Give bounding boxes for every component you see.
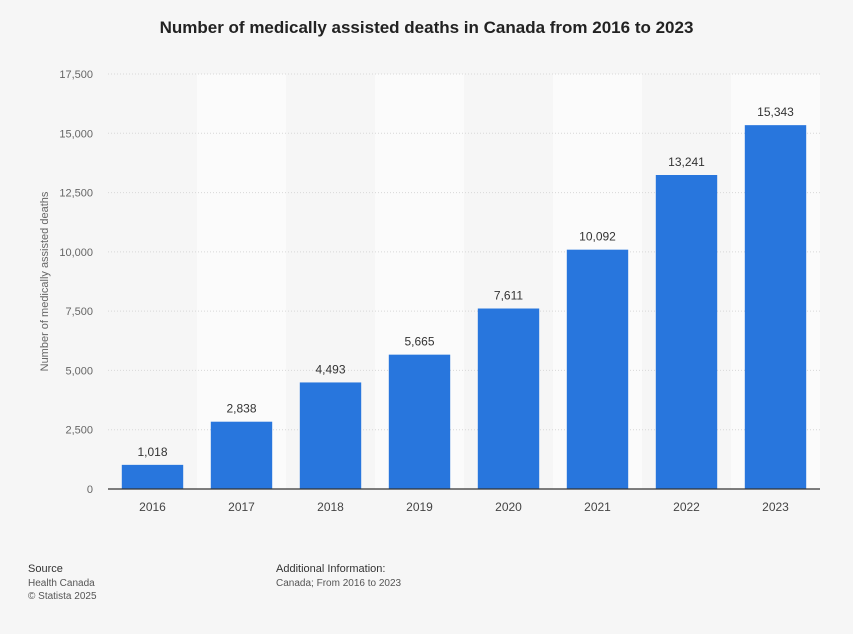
y-tick-label: 7,500 [65, 306, 93, 318]
bar [655, 174, 718, 489]
y-tick-label: 5,000 [65, 365, 93, 377]
bar [210, 421, 273, 489]
data-label: 2,838 [226, 402, 256, 416]
data-label: 13,241 [668, 155, 705, 169]
copyright: © Statista 2025 [28, 591, 97, 602]
data-label: 1,018 [137, 445, 167, 459]
y-tick-label: 2,500 [65, 425, 93, 437]
y-tick-label: 10,000 [59, 247, 93, 259]
source-block: Source Health Canada © Statista 2025 [28, 563, 97, 603]
data-label: 4,493 [315, 362, 345, 376]
y-tick-label: 0 [87, 484, 93, 496]
bar [744, 125, 807, 490]
data-label: 7,611 [494, 289, 523, 303]
source-name: Health Canada [28, 578, 95, 589]
x-tick-label: 2019 [406, 500, 433, 514]
bar [299, 382, 362, 489]
x-tick-label: 2021 [584, 500, 611, 514]
data-label: 10,092 [579, 230, 616, 244]
x-tick-label: 2018 [317, 500, 344, 514]
y-tick-label: 12,500 [59, 188, 93, 200]
x-tick-label: 2016 [139, 500, 166, 514]
info-block: Additional Information: Canada; From 201… [276, 563, 401, 590]
x-tick-label: 2017 [228, 500, 255, 514]
chart-title: Number of medically assisted deaths in C… [159, 18, 694, 37]
bar [566, 249, 629, 489]
data-label: 5,665 [404, 335, 434, 349]
source-heading: Source [28, 563, 63, 575]
data-label: 15,343 [757, 105, 794, 119]
bar [121, 464, 184, 489]
x-tick-label: 2023 [762, 500, 789, 514]
y-tick-label: 15,000 [59, 128, 93, 140]
info-heading: Additional Information: [276, 563, 386, 575]
y-tick-label: 17,500 [59, 69, 93, 81]
bar [388, 354, 451, 489]
x-tick-label: 2022 [673, 500, 700, 514]
x-tick-label: 2020 [495, 500, 522, 514]
y-axis-title: Number of medically assisted deaths [39, 191, 51, 371]
bar [477, 308, 540, 489]
column-band [197, 74, 286, 489]
info-text: Canada; From 2016 to 2023 [276, 578, 402, 589]
